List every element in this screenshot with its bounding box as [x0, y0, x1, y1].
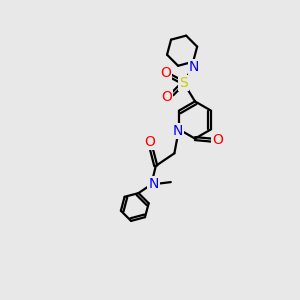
- Text: O: O: [212, 133, 223, 147]
- Text: O: O: [144, 135, 155, 149]
- Text: O: O: [161, 90, 172, 104]
- Text: N: N: [189, 60, 199, 74]
- Text: N: N: [172, 124, 183, 138]
- Text: N: N: [148, 177, 159, 191]
- Text: S: S: [179, 76, 188, 90]
- Text: O: O: [160, 66, 171, 80]
